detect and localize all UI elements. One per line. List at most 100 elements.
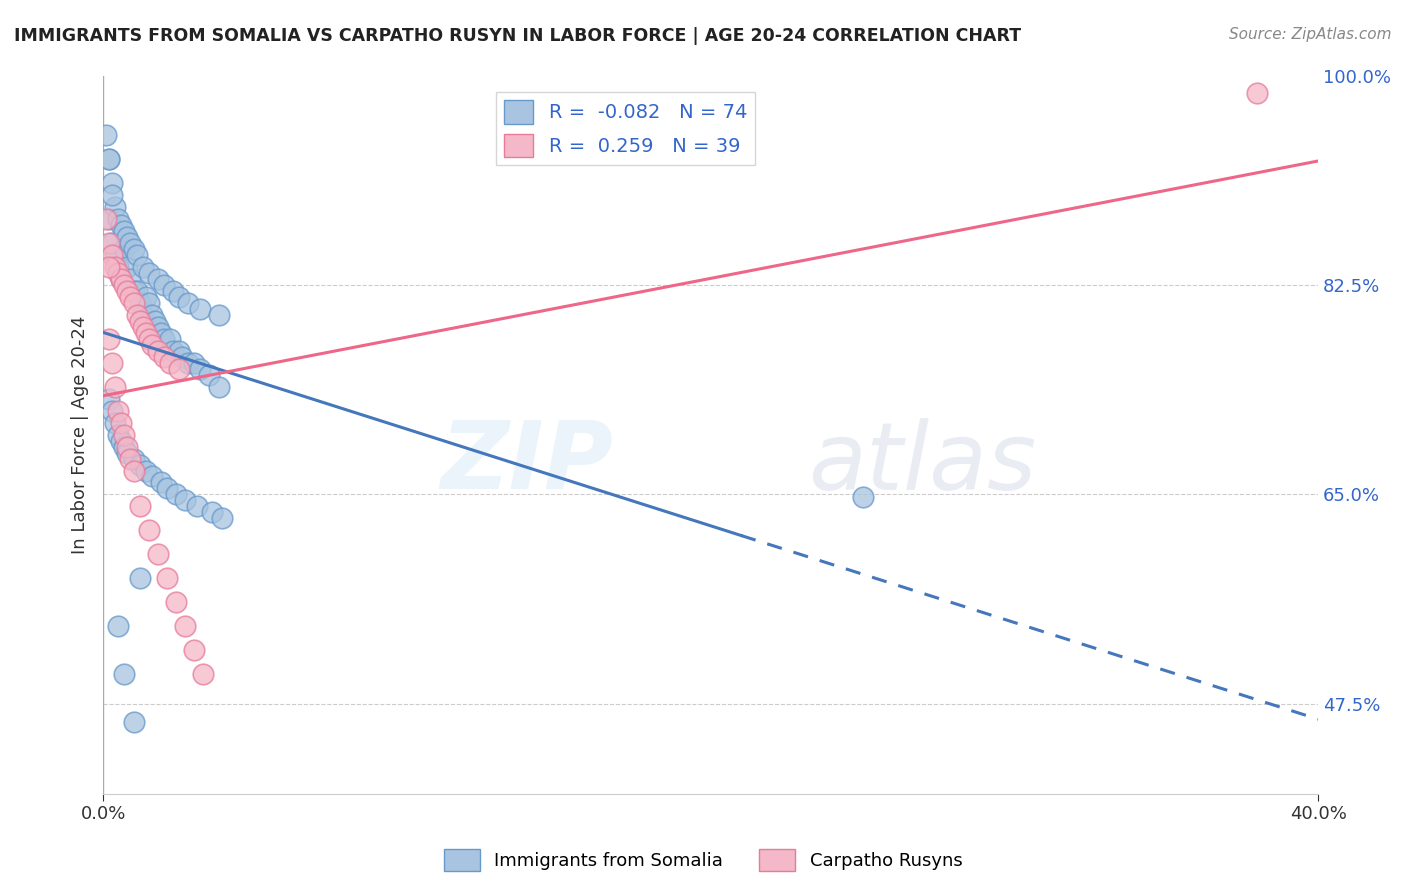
- Point: [98, 332, 121, 346]
- Text: ZIP: ZIP: [440, 417, 613, 509]
- Point: [153, 332, 176, 346]
- Point: [167, 290, 190, 304]
- Point: [135, 326, 157, 340]
- Point: [146, 319, 169, 334]
- Point: [122, 714, 145, 729]
- Point: [183, 643, 205, 657]
- Point: [125, 284, 148, 298]
- Point: [188, 301, 211, 316]
- Point: [120, 290, 142, 304]
- Point: [117, 260, 139, 274]
- Point: [101, 356, 124, 370]
- Point: [120, 451, 142, 466]
- Point: [174, 619, 197, 633]
- Point: [98, 212, 121, 227]
- Point: [117, 230, 139, 244]
- Point: [851, 490, 873, 504]
- Point: [112, 427, 135, 442]
- Point: [162, 284, 184, 298]
- Point: [128, 296, 150, 310]
- Point: [131, 308, 153, 322]
- Point: [131, 260, 153, 274]
- Point: [104, 248, 127, 262]
- Point: [98, 236, 121, 251]
- Point: [138, 524, 160, 538]
- Point: [96, 128, 118, 143]
- Point: [98, 153, 121, 167]
- Point: [98, 153, 121, 167]
- Point: [146, 272, 169, 286]
- Point: [112, 242, 135, 256]
- Point: [183, 356, 205, 370]
- Point: [1246, 87, 1268, 101]
- Point: [107, 427, 129, 442]
- Point: [159, 356, 181, 370]
- Point: [125, 248, 148, 262]
- Point: [101, 176, 124, 190]
- Point: [122, 242, 145, 256]
- Text: Source: ZipAtlas.com: Source: ZipAtlas.com: [1229, 27, 1392, 42]
- Point: [156, 571, 179, 585]
- Point: [117, 440, 139, 454]
- Point: [112, 667, 135, 681]
- Point: [177, 296, 200, 310]
- Point: [149, 475, 172, 490]
- Point: [162, 343, 184, 358]
- Point: [138, 266, 160, 280]
- Point: [167, 361, 190, 376]
- Point: [128, 458, 150, 472]
- Point: [174, 493, 197, 508]
- Point: [207, 308, 229, 322]
- Point: [138, 332, 160, 346]
- Point: [104, 416, 127, 430]
- Point: [193, 667, 215, 681]
- Point: [98, 392, 121, 406]
- Point: [198, 368, 221, 382]
- Point: [211, 511, 233, 525]
- Point: [120, 236, 142, 251]
- Point: [159, 332, 181, 346]
- Point: [107, 212, 129, 227]
- Point: [128, 500, 150, 514]
- Legend: R =  -0.082   N = 74, R =  0.259   N = 39: R = -0.082 N = 74, R = 0.259 N = 39: [496, 93, 755, 165]
- Point: [122, 451, 145, 466]
- Point: [135, 463, 157, 477]
- Point: [101, 403, 124, 417]
- Point: [128, 314, 150, 328]
- Point: [110, 272, 132, 286]
- Point: [122, 463, 145, 477]
- Point: [101, 248, 124, 262]
- Text: IMMIGRANTS FROM SOMALIA VS CARPATHO RUSYN IN LABOR FORCE | AGE 20-24 CORRELATION: IMMIGRANTS FROM SOMALIA VS CARPATHO RUSY…: [14, 27, 1021, 45]
- Point: [131, 319, 153, 334]
- Point: [141, 308, 163, 322]
- Y-axis label: In Labor Force | Age 20-24: In Labor Force | Age 20-24: [72, 316, 89, 554]
- Point: [149, 326, 172, 340]
- Point: [186, 500, 208, 514]
- Point: [177, 356, 200, 370]
- Point: [96, 212, 118, 227]
- Point: [112, 277, 135, 292]
- Point: [120, 272, 142, 286]
- Point: [172, 350, 194, 364]
- Point: [122, 296, 145, 310]
- Point: [104, 200, 127, 214]
- Point: [110, 218, 132, 232]
- Point: [104, 380, 127, 394]
- Point: [107, 403, 129, 417]
- Point: [135, 290, 157, 304]
- Point: [167, 343, 190, 358]
- Point: [110, 434, 132, 448]
- Point: [146, 547, 169, 561]
- Point: [107, 260, 129, 274]
- Point: [153, 277, 176, 292]
- Point: [141, 469, 163, 483]
- Point: [141, 338, 163, 352]
- Point: [143, 314, 166, 328]
- Point: [165, 595, 187, 609]
- Point: [117, 445, 139, 459]
- Point: [165, 487, 187, 501]
- Point: [110, 272, 132, 286]
- Point: [125, 308, 148, 322]
- Point: [104, 260, 127, 274]
- Point: [110, 416, 132, 430]
